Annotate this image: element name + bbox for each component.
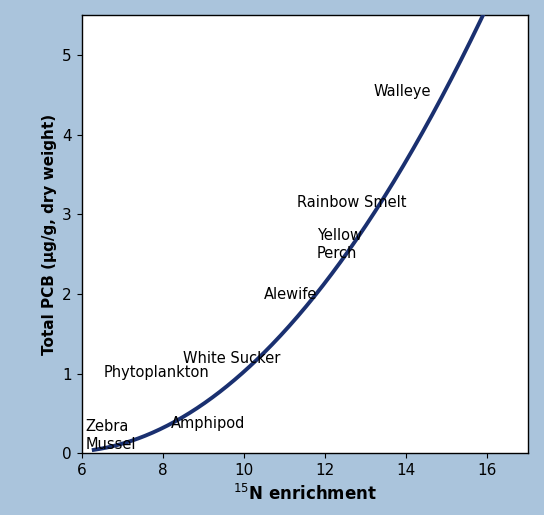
- Text: Zebra
Mussel: Zebra Mussel: [85, 419, 136, 452]
- Y-axis label: Total PCB (μg/g, dry weight): Total PCB (μg/g, dry weight): [41, 114, 57, 355]
- Text: White Sucker: White Sucker: [183, 351, 280, 366]
- Text: Amphipod: Amphipod: [171, 416, 245, 431]
- Text: Yellow
Perch: Yellow Perch: [317, 228, 362, 261]
- Text: Alewife: Alewife: [264, 287, 318, 302]
- Text: Phytoplankton: Phytoplankton: [104, 365, 209, 380]
- Text: Rainbow Smelt: Rainbow Smelt: [296, 196, 406, 211]
- Text: Walleye: Walleye: [374, 84, 431, 99]
- X-axis label: $^{15}$N enrichment: $^{15}$N enrichment: [233, 484, 376, 504]
